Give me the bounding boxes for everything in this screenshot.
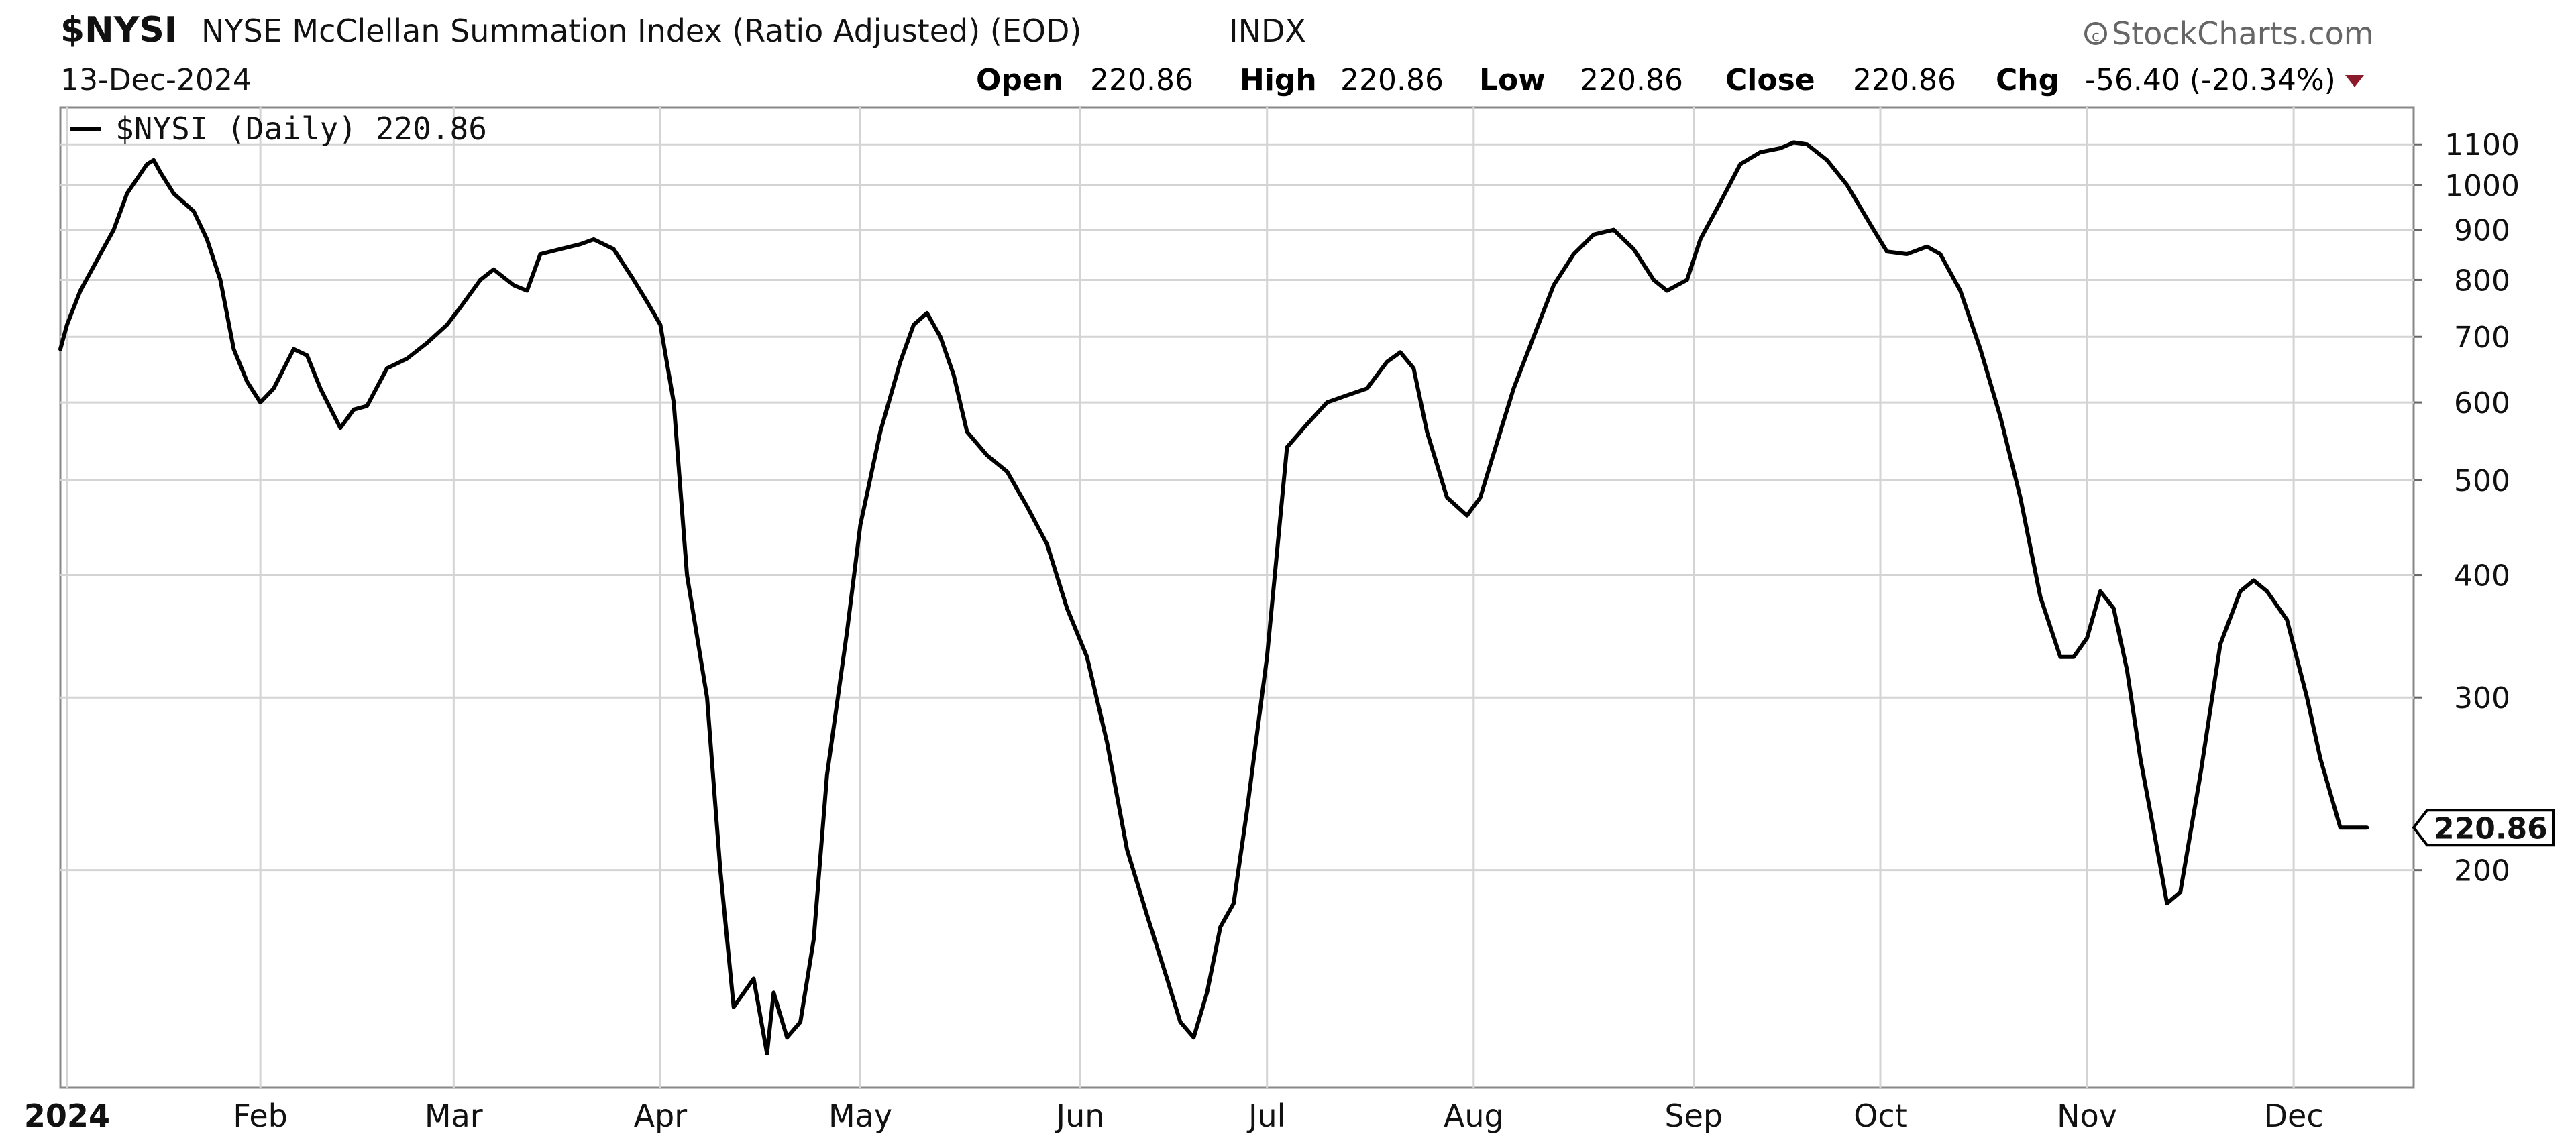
svg-text:c: c: [2092, 28, 2100, 45]
y-tick-label: 1000: [2445, 169, 2520, 203]
y-tick-label: 500: [2454, 464, 2510, 498]
x-tick-label: Apr: [634, 1098, 688, 1134]
y-tick-label: 600: [2454, 386, 2510, 420]
last-price-tag: 220.86: [2412, 809, 2555, 847]
x-tick-label: Oct: [1854, 1098, 1907, 1134]
y-tick-label: 900: [2454, 214, 2510, 248]
open-value: 220.86: [1090, 63, 1193, 97]
x-tick-label: Nov: [2057, 1098, 2117, 1134]
x-tick-label: 2024: [24, 1098, 110, 1134]
brand-name: StockCharts.com: [2112, 15, 2374, 52]
x-tick-label: Feb: [233, 1098, 287, 1134]
legend-label: $NYSI (Daily) 220.86: [115, 111, 487, 147]
low-value: 220.86: [1580, 63, 1683, 97]
open-label: Open: [976, 63, 1063, 97]
close-value: 220.86: [1853, 63, 1956, 97]
x-tick-label: May: [828, 1098, 892, 1134]
x-axis: 2024 Feb Mar Apr May Jun Jul Aug Sep Oct Nov Dec: [24, 1098, 2324, 1134]
legend: $NYSI (Daily) 220.86: [70, 111, 487, 147]
x-tick-label: Mar: [425, 1098, 483, 1134]
x-tick-label: Sep: [1664, 1098, 1723, 1134]
change-label: Chg: [1996, 63, 2059, 97]
down-arrow-icon: [2345, 75, 2364, 87]
x-tick-label: Jun: [1055, 1098, 1105, 1134]
y-tick-label: 800: [2454, 264, 2510, 298]
plot-area: [59, 106, 2415, 1089]
high-value: 220.86: [1340, 63, 1444, 97]
y-tick-label: 700: [2454, 321, 2510, 355]
gridlines: [60, 107, 2414, 1088]
x-tick-label: Dec: [2264, 1098, 2324, 1134]
copyright-icon: [2084, 22, 2107, 45]
exchange-label: INDX: [1229, 13, 1306, 49]
y-tick-label: 300: [2454, 681, 2510, 715]
y-axis: 200 300 400 500 600 700 800 900 1000 1100: [2414, 128, 2520, 888]
y-tick-label: 400: [2454, 559, 2510, 593]
change-value: -56.40 (-20.34%): [2085, 63, 2336, 97]
x-tick-label: Jul: [1246, 1098, 1286, 1134]
x-tick-label: Aug: [1444, 1098, 1504, 1134]
high-label: High: [1240, 63, 1317, 97]
low-label: Low: [1479, 63, 1546, 97]
y-tick-label: 200: [2454, 854, 2510, 888]
close-label: Close: [1725, 63, 1815, 97]
quote-bar: Open 220.86 High 220.86 Low 220.86 Close…: [976, 63, 2364, 97]
last-price-label: 220.86: [2434, 811, 2548, 846]
series-line: [58, 140, 2369, 1056]
y-tick-label: 1100: [2445, 128, 2520, 162]
ticker-symbol: $NYSI: [60, 10, 177, 50]
chart-date: 13-Dec-2024: [60, 63, 252, 97]
chart-title: NYSE McClellan Summation Index (Ratio Ad…: [201, 13, 1081, 49]
brand-logo: c StockCharts.com: [2084, 15, 2374, 52]
